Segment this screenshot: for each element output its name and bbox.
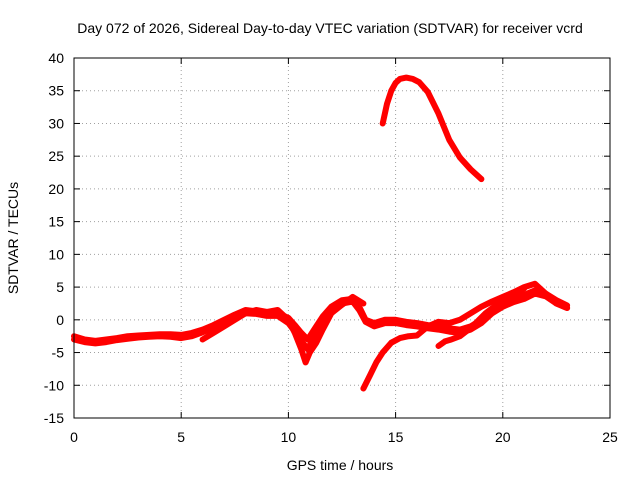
satellite-track-6 [435, 285, 528, 349]
tick-marks [73, 57, 611, 419]
y-tick-labels: -15 -10 -5 0 5 10 15 20 25 30 35 40 [44, 50, 64, 426]
x-tick-label: 25 [602, 429, 618, 445]
y-axis-label: SDTVAR / TECUs [5, 182, 21, 294]
x-tick-label: 20 [495, 429, 511, 445]
y-tick-label: -15 [44, 410, 64, 426]
satellite-track-3 [199, 293, 367, 366]
satellite-track-5 [379, 74, 485, 183]
y-tick-label: 40 [48, 50, 64, 66]
y-tick-label: -10 [44, 377, 64, 393]
y-tick-label: 20 [48, 181, 64, 197]
x-axis-label: GPS time / hours [287, 457, 394, 473]
y-tick-label: 25 [48, 148, 64, 164]
y-tick-label: -5 [52, 345, 65, 361]
y-tick-label: 5 [56, 279, 64, 295]
x-tick-labels: 0 5 10 15 20 25 [70, 429, 618, 445]
y-tick-label: 15 [48, 214, 64, 230]
y-tick-label: 30 [48, 115, 64, 131]
y-tick-label: 35 [48, 83, 64, 99]
chart-title: Day 072 of 2026, Sidereal Day-to-day VTE… [77, 20, 583, 36]
x-tick-label: 0 [70, 429, 78, 445]
satellite-track-2 [71, 290, 571, 353]
grid [74, 58, 610, 418]
satellite-track-4 [360, 280, 571, 392]
y-tick-label: 0 [56, 312, 64, 328]
x-tick-label: 5 [177, 429, 185, 445]
x-tick-label: 10 [281, 429, 297, 445]
x-tick-label: 15 [388, 429, 404, 445]
y-tick-label: 10 [48, 246, 64, 262]
plot-frame [73, 57, 611, 419]
series-group [71, 74, 571, 392]
